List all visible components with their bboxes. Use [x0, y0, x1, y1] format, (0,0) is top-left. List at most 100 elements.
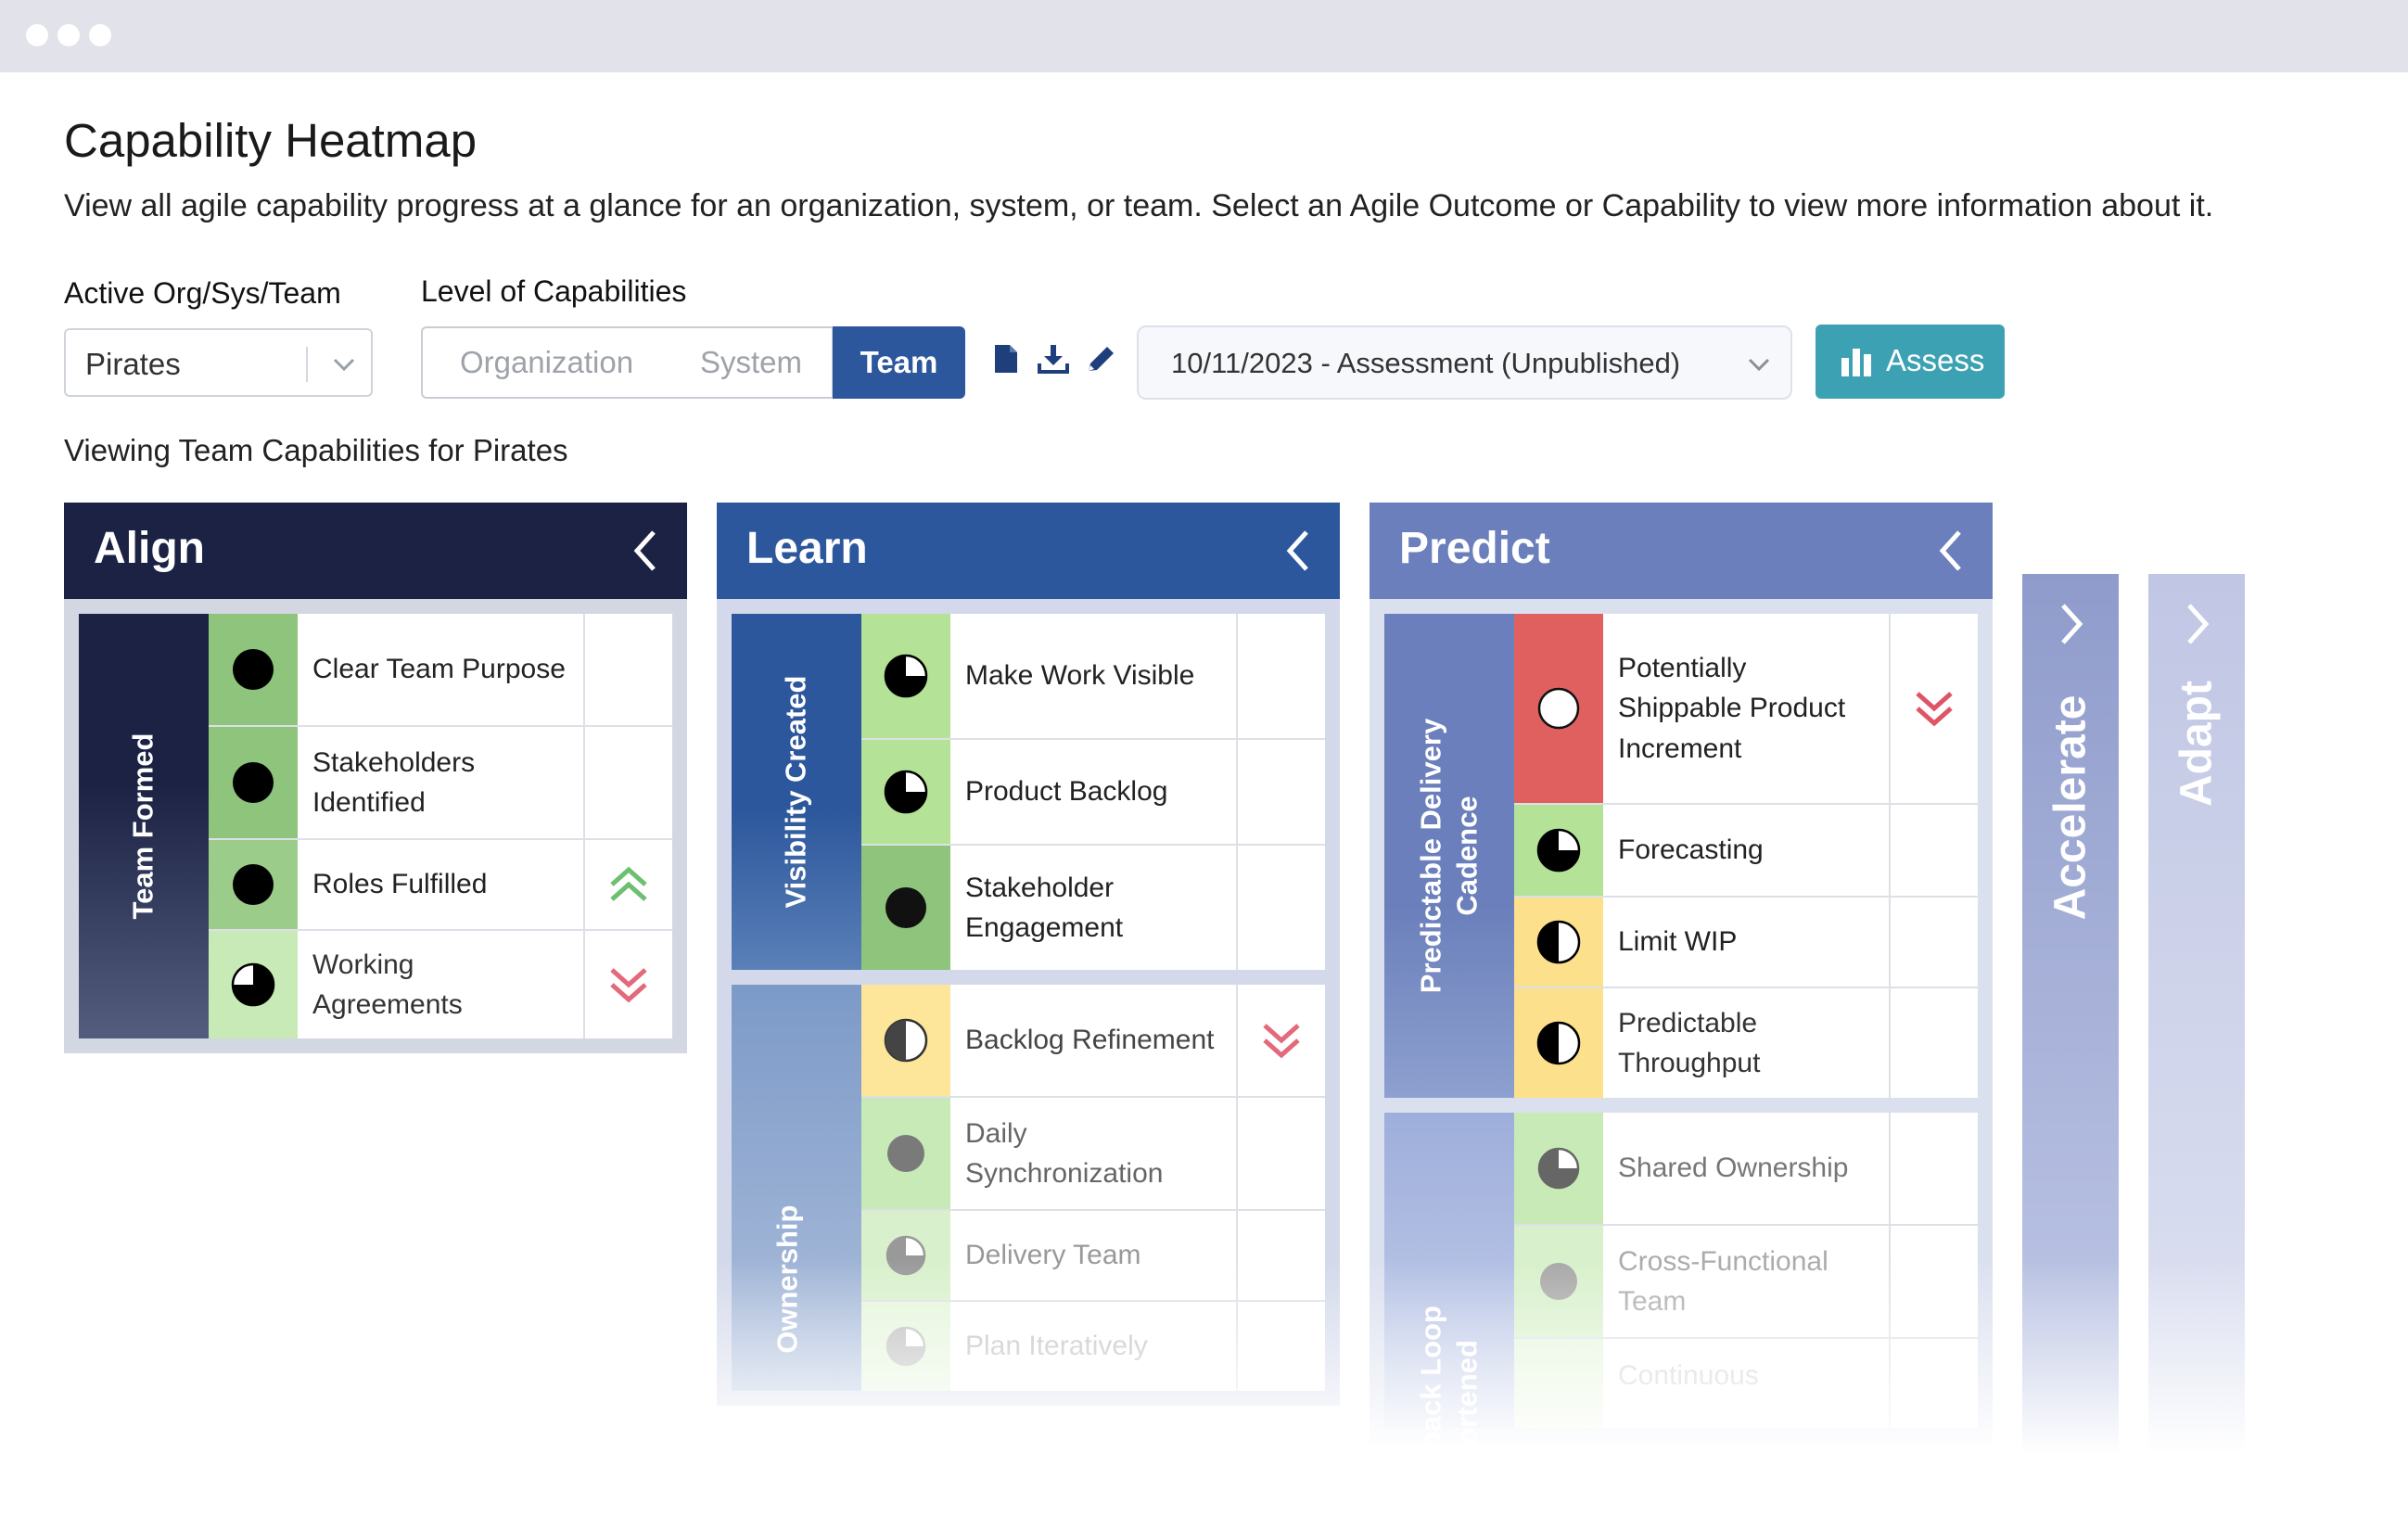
outcome-team-formed[interactable]: Team Formed Clear Team Purpose Stakehold… — [79, 614, 672, 1038]
capability-list: Clear Team Purpose Stakeholders Identifi… — [209, 614, 672, 1038]
panel-align-body: Team Formed Clear Team Purpose Stakehold… — [64, 599, 687, 1053]
capability-score-cell — [861, 1302, 950, 1391]
capability-row[interactable]: Cross-Functional Team — [1514, 1226, 1978, 1339]
outcome-ownership[interactable]: Ownership Backlog Refinement Daily Synch… — [732, 985, 1325, 1391]
pencil-icon[interactable] — [1085, 343, 1118, 375]
progress-pie-icon — [1536, 828, 1581, 873]
capability-row[interactable]: Predictable Throughput — [1514, 988, 1978, 1098]
assessment-select[interactable]: 10/11/2023 - Assessment (Unpublished) — [1137, 325, 1792, 400]
capability-trend-cell — [1238, 1302, 1325, 1391]
capability-row[interactable]: Potentially Shippable Product Increment — [1514, 614, 1978, 805]
org-label: Active Org/Sys/Team — [64, 276, 341, 310]
outcome-feedback-loop-shortened[interactable]: Feedback Loop Shortened Shared Ownership … — [1384, 1113, 1978, 1516]
progress-pie-icon — [885, 887, 926, 928]
assess-button-label: Assess — [1886, 343, 1985, 377]
capability-row[interactable]: Stakeholders Identified — [209, 727, 672, 840]
outcome-label-column: Team Formed — [79, 614, 209, 1038]
capability-row[interactable]: Roles Fulfilled — [209, 840, 672, 931]
capability-trend-cell — [1891, 805, 1978, 896]
capability-trend-cell — [1891, 1113, 1978, 1224]
capability-trend-cell — [1891, 1339, 1978, 1428]
panel-title: Predict — [1399, 524, 1550, 573]
page-title: Capability Heatmap — [64, 114, 478, 167]
capability-score-cell — [209, 614, 298, 725]
window-titlebar — [0, 0, 2408, 72]
panel-predict-body: Predictable Delivery Cadence Potentially … — [1370, 599, 1993, 1516]
capability-row[interactable]: Continuous — [1514, 1339, 1978, 1428]
panel-title: Align — [94, 524, 205, 573]
capability-trend-cell — [585, 614, 672, 725]
panel-title: Learn — [746, 524, 868, 573]
progress-pie-icon — [1537, 687, 1580, 730]
outcome-label-line: Predictable Delivery — [1414, 718, 1447, 994]
panel-align: Align Team Formed Clear Team Purpose Sta… — [64, 503, 687, 1053]
capability-name: Predictable Throughput — [1603, 988, 1891, 1098]
progress-pie-icon — [1540, 1263, 1577, 1300]
select-divider — [306, 347, 308, 382]
panel-accelerate-collapsed[interactable]: Accelerate — [2022, 574, 2119, 1464]
panel-adapt-collapsed[interactable]: Adapt — [2148, 574, 2245, 1464]
outcome-label: Team Formed — [126, 733, 159, 920]
capability-row[interactable]: Forecasting — [1514, 805, 1978, 898]
outcome-label: Ownership — [771, 1204, 804, 1354]
chevron-right-icon[interactable] — [2056, 602, 2085, 646]
outcome-visibility-created[interactable]: Visibility Created Make Work Visible Pro… — [732, 614, 1325, 970]
capability-name: Backlog Refinement — [950, 985, 1238, 1096]
capability-row[interactable]: Make Work Visible — [861, 614, 1325, 740]
outcome-label-line: Shortened — [1450, 1339, 1483, 1482]
capability-name: Cross-Functional Team — [1603, 1226, 1891, 1337]
chevron-left-icon[interactable] — [1937, 529, 1967, 573]
org-select-value: Pirates — [85, 347, 181, 381]
capability-score-cell — [861, 985, 950, 1096]
assess-button[interactable]: Assess — [1816, 325, 2005, 399]
document-icon[interactable] — [992, 343, 1020, 375]
panel-learn-header[interactable]: Learn — [717, 503, 1340, 599]
outcome-label: Visibility Created — [779, 675, 812, 909]
panel-predict-header[interactable]: Predict — [1370, 503, 1993, 599]
capability-row[interactable]: Product Backlog — [861, 740, 1325, 846]
capability-row[interactable]: Working Agreements — [209, 931, 672, 1038]
capability-score-cell — [861, 740, 950, 844]
progress-pie-icon — [884, 654, 928, 698]
window-minimize-dot[interactable] — [57, 24, 80, 46]
assessment-select-value: 10/11/2023 - Assessment (Unpublished) — [1171, 347, 1681, 379]
capability-trend-cell — [1891, 1226, 1978, 1337]
capability-name: Potentially Shippable Product Increment — [1603, 614, 1891, 803]
capability-score-cell — [1514, 1339, 1603, 1428]
chevron-left-icon[interactable] — [631, 529, 661, 573]
level-organization-button[interactable]: Organization — [421, 326, 672, 399]
chevron-down-icon — [333, 358, 355, 372]
trend-down-icon — [1263, 1024, 1300, 1059]
capability-name: Roles Fulfilled — [298, 840, 585, 929]
capability-row[interactable]: Delivery Team — [861, 1211, 1325, 1302]
capability-row[interactable]: Limit WIP — [1514, 898, 1978, 988]
capability-row[interactable]: Daily Synchronization — [861, 1098, 1325, 1211]
progress-pie-icon — [885, 1235, 926, 1276]
download-icon[interactable] — [1037, 343, 1070, 375]
capability-score-cell — [861, 846, 950, 970]
capability-row[interactable]: Plan Iteratively — [861, 1302, 1325, 1391]
capability-score-cell — [861, 1211, 950, 1300]
org-select[interactable]: Pirates — [64, 328, 373, 397]
capability-score-cell — [209, 727, 298, 838]
chevron-left-icon[interactable] — [1284, 529, 1314, 573]
progress-pie-icon — [885, 1326, 926, 1367]
level-team-button[interactable]: Team — [833, 326, 965, 399]
capability-trend-cell — [1238, 846, 1325, 970]
window-close-dot[interactable] — [26, 24, 48, 46]
progress-pie-icon — [1536, 920, 1581, 964]
capability-row[interactable]: Shared Ownership — [1514, 1113, 1978, 1226]
capability-score-cell — [861, 614, 950, 738]
chevron-right-icon[interactable] — [2182, 602, 2211, 646]
capability-name: Stakeholders Identified — [298, 727, 585, 838]
level-system-button[interactable]: System — [670, 326, 834, 399]
capability-trend-cell — [585, 727, 672, 838]
outcome-predictable-delivery-cadence[interactable]: Predictable Delivery Cadence Potentially … — [1384, 614, 1978, 1098]
capability-row[interactable]: Stakeholder Engagement — [861, 846, 1325, 970]
window-maximize-dot[interactable] — [89, 24, 111, 46]
capability-row[interactable]: Clear Team Purpose — [209, 614, 672, 727]
capability-trend-cell — [1238, 1211, 1325, 1300]
panel-align-header[interactable]: Align — [64, 503, 687, 599]
capability-list: Shared Ownership Cross-Functional Team C… — [1514, 1113, 1978, 1428]
capability-row[interactable]: Backlog Refinement — [861, 985, 1325, 1098]
